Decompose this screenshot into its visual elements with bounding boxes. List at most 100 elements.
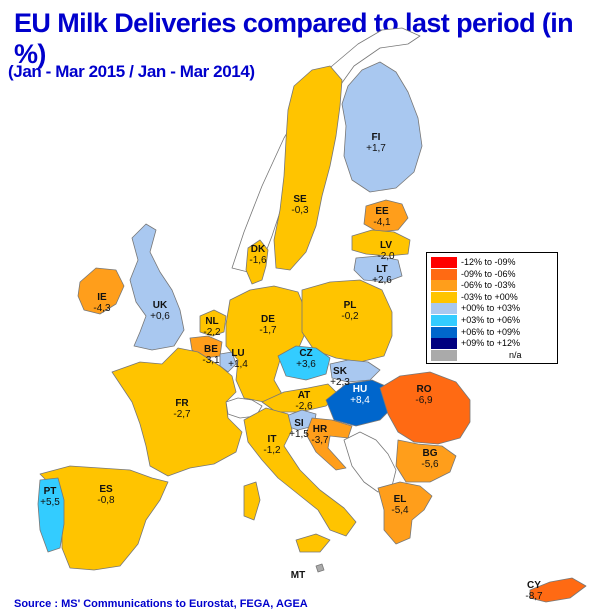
legend-label: +06% to +09% <box>461 326 521 337</box>
country-shape-dk <box>245 239 269 285</box>
country-label-be: BE -3,1 <box>202 344 219 366</box>
country-value: +5,5 <box>40 497 60 508</box>
country-value: -3,1 <box>202 355 220 366</box>
country-value: -0,2 <box>341 311 359 322</box>
country-label-de: DE -1,7 <box>259 314 276 336</box>
country-shape-uk <box>129 223 185 351</box>
legend-label: n/a <box>509 349 522 360</box>
country-label-sk: SK +2,3 <box>330 366 350 388</box>
country-value: +8,4 <box>350 395 370 406</box>
country-label-lu: LU +1,4 <box>228 348 248 370</box>
country-shape-bg <box>395 439 457 483</box>
country-value: -3,7 <box>311 435 329 446</box>
legend-item: -09% to -06% <box>431 268 553 280</box>
legend-item: +06% to +09% <box>431 326 553 338</box>
country-label-ro: RO -6,9 <box>415 384 432 406</box>
legend-swatch <box>431 280 457 292</box>
country-shape-ee <box>363 199 409 233</box>
country-label-pl: PL -0,2 <box>341 300 358 322</box>
country-shape-cy <box>529 577 587 603</box>
country-shape-pt <box>37 477 65 553</box>
country-shape-hr <box>305 417 353 471</box>
country-label-fr: FR -2,7 <box>173 398 190 420</box>
country-label-si: SI +1,5 <box>289 418 309 440</box>
country-code: PT <box>43 486 57 497</box>
country-shape-it-sicily <box>295 533 331 553</box>
legend-item: -06% to -03% <box>431 280 553 292</box>
country-value: +1,4 <box>228 359 248 370</box>
country-value: -1,6 <box>249 255 267 266</box>
country-label-mt: MT <box>291 570 305 581</box>
country-code: DE <box>261 314 275 325</box>
country-shape-balkans <box>343 431 397 493</box>
country-label-uk: UK +0,6 <box>150 300 170 322</box>
country-code: FI <box>371 132 381 143</box>
country-code: FR <box>175 398 189 409</box>
country-code: RO <box>416 384 432 395</box>
country-label-hr: HR -3,7 <box>311 424 328 446</box>
country-value: -4,1 <box>373 217 391 228</box>
country-label-hu: HU +8,4 <box>350 384 370 406</box>
country-shape-nl <box>199 309 227 337</box>
country-code: NL <box>205 316 219 327</box>
country-value: -2,0 <box>377 251 395 262</box>
country-value: +2,6 <box>372 275 392 286</box>
country-value: -1,2 <box>263 445 281 456</box>
country-label-es: ES -0,8 <box>97 484 114 506</box>
legend-swatch <box>431 315 457 326</box>
country-shape-lu <box>219 351 237 373</box>
country-code: EE <box>375 206 389 217</box>
country-code: AT <box>297 390 311 401</box>
country-code: SK <box>333 366 347 377</box>
country-code: LT <box>376 264 388 275</box>
legend-swatch <box>431 349 457 361</box>
country-value: +0,6 <box>150 311 170 322</box>
country-shape-pl <box>301 279 393 363</box>
country-value: -6,9 <box>415 395 433 406</box>
legend-swatch <box>431 326 457 338</box>
country-label-cy: CY -8,7 <box>525 580 542 602</box>
country-value: -0,3 <box>291 205 309 216</box>
country-code: CY <box>527 580 541 591</box>
country-code: CZ <box>299 348 313 359</box>
country-code: LV <box>379 240 393 251</box>
country-value: -2,7 <box>173 409 191 420</box>
legend-label: -12% to -09% <box>461 257 516 267</box>
country-shape-switzerland <box>225 397 263 419</box>
country-code: MT <box>290 570 306 581</box>
country-code: PL <box>343 300 357 311</box>
country-shape-lt <box>353 255 403 283</box>
country-code: IE <box>97 292 107 303</box>
country-shape-el <box>377 481 433 545</box>
country-shape-fi <box>341 61 423 193</box>
country-shape-ro <box>379 371 471 445</box>
legend-label: -06% to -03% <box>461 280 516 291</box>
country-label-fi: FI +1,7 <box>366 132 386 154</box>
country-label-it: IT -1,2 <box>263 434 280 456</box>
map-subtitle: (Jan - Mar 2015 / Jan - Mar 2014) <box>8 62 255 81</box>
legend: -12% to -09% -09% to -06% -06% to -03% -03%… <box>426 252 558 364</box>
country-value: +1,7 <box>366 143 386 154</box>
country-value: -5,4 <box>391 505 409 516</box>
source-note: Source : MS' Communications to Eurostat,… <box>14 598 308 610</box>
country-code: LU <box>231 348 245 359</box>
country-label-nl: NL -2,2 <box>203 316 220 338</box>
legend-label: +03% to +06% <box>461 315 521 325</box>
country-code: ES <box>99 484 113 495</box>
legend-label: -09% to -06% <box>461 268 516 279</box>
country-code: EL <box>393 494 407 505</box>
country-label-el: EL -5,4 <box>391 494 408 516</box>
country-value: -1,7 <box>259 325 277 336</box>
legend-item: n/a <box>431 349 553 361</box>
country-shape-mt <box>315 563 325 573</box>
country-value: +1,5 <box>289 429 309 440</box>
country-label-lt: LT +2,6 <box>372 264 392 286</box>
legend-swatch <box>431 303 457 315</box>
country-shape-se <box>273 65 343 271</box>
country-label-pt: PT +5,5 <box>40 486 60 508</box>
legend-swatch <box>431 338 457 350</box>
country-value: -8,7 <box>525 591 543 602</box>
legend-item: -03% to +00% <box>431 291 553 303</box>
country-code: HR <box>312 424 328 435</box>
